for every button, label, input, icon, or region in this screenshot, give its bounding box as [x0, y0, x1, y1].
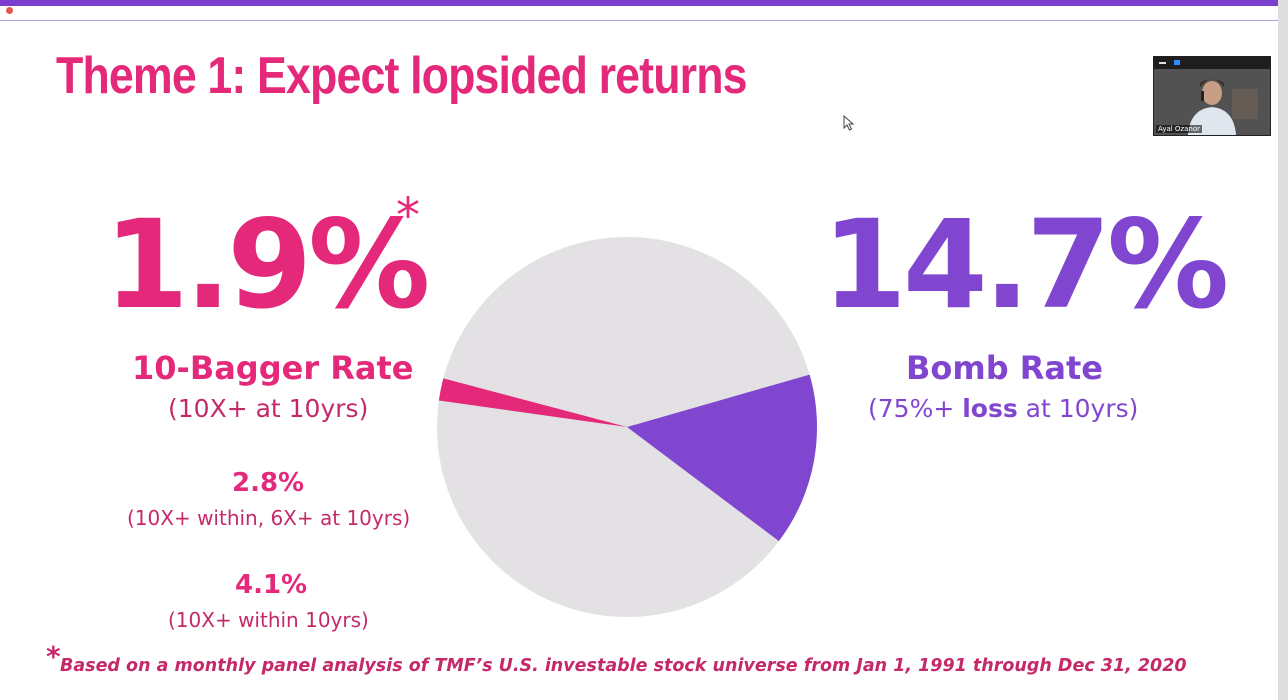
record-dot-icon	[6, 7, 13, 14]
ten-bagger-rate-sublabel: (10X+ at 10yrs)	[168, 394, 369, 423]
mouse-cursor-icon	[843, 115, 855, 131]
slide-title: Theme 1: Expect lopsided returns	[56, 47, 748, 105]
asterisk-mark: *	[396, 188, 420, 244]
window-top-bar	[0, 0, 1288, 6]
ten-bagger-rate-label: 10-Bagger Rate	[132, 349, 414, 387]
bomb-rate-sub-bold: loss	[962, 394, 1018, 423]
view-toggle-icon[interactable]	[1174, 60, 1180, 65]
pie-slice-ten-bagger	[438, 378, 627, 427]
alt-rate-2-label: (10X+ within 10yrs)	[168, 608, 369, 632]
footnote-asterisk: *	[46, 640, 61, 673]
returns-pie-chart	[437, 237, 817, 617]
ten-bagger-rate-value: 1.9%	[104, 194, 430, 336]
video-tile-toolbar	[1154, 57, 1270, 69]
alt-rate-1-label: (10X+ within, 6X+ at 10yrs)	[127, 506, 411, 530]
participant-name: Ayal Ozanor	[1156, 125, 1202, 133]
bomb-rate-value: 14.7%	[822, 194, 1229, 336]
bomb-rate-label: Bomb Rate	[906, 349, 1103, 387]
participant-video-tile[interactable]: Ayal Ozanor	[1153, 56, 1271, 136]
bomb-rate-sublabel: (75%+ loss at 10yrs)	[868, 394, 1138, 423]
window-top-divider	[0, 20, 1278, 21]
bomb-rate-sub-suffix: at 10yrs)	[1017, 394, 1139, 423]
bomb-rate-sub-prefix: (75%+	[868, 394, 963, 423]
alt-rate-1-value: 2.8%	[232, 468, 305, 498]
footnote-text: Based on a monthly panel analysis of TMF…	[60, 656, 1187, 676]
minimize-icon[interactable]	[1159, 62, 1166, 64]
window-right-gutter	[1278, 0, 1288, 700]
pie-slice-bomb	[627, 374, 817, 542]
alt-rate-2-value: 4.1%	[235, 570, 308, 600]
participant-video: Ayal Ozanor	[1154, 69, 1270, 135]
